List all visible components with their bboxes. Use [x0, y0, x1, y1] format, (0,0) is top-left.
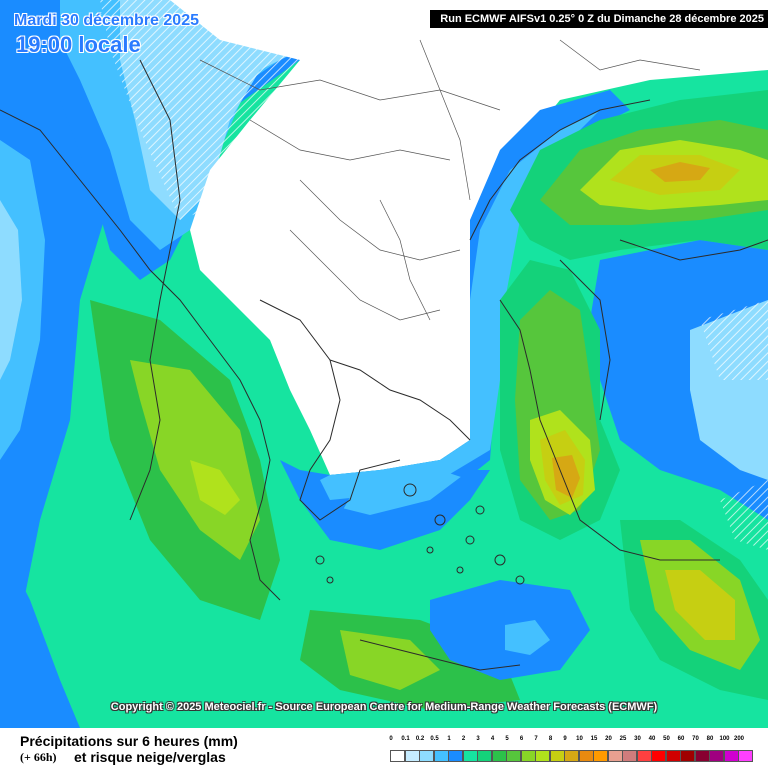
forecast-lead-time: (+ 66h)	[20, 750, 57, 764]
snow-risk-hatch-northwest	[100, 0, 440, 220]
legend-footer: Précipitations sur 6 heures (mm) (+ 66h)…	[0, 728, 768, 768]
precip-zone-southwest-blue	[0, 540, 80, 728]
scale-swatch	[651, 750, 666, 762]
scale-label: 20	[605, 736, 612, 742]
scale-swatch	[593, 750, 608, 762]
scale-swatch	[680, 750, 695, 762]
scale-label: 15	[590, 736, 598, 742]
scale-label: 7	[534, 736, 538, 742]
dry-zone	[170, 0, 768, 475]
scale-swatch	[622, 750, 637, 762]
country-borders	[199, 39, 701, 321]
scale-swatch	[433, 750, 449, 762]
scale-label: 80	[706, 736, 714, 742]
forecast-time: 19:00 locale	[16, 32, 141, 57]
scale-swatch	[607, 750, 623, 762]
scale-swatch	[506, 750, 521, 762]
scale-label: 8	[548, 736, 553, 742]
scale-swatch	[535, 750, 550, 762]
scale-swatch	[549, 750, 565, 762]
precipitation-map	[0, 0, 768, 728]
scale-swatch	[390, 750, 405, 762]
precip-zone-north-orange	[650, 162, 710, 182]
model-run-label: Run ECMWF AIFSv1 0.25° 0 Z du Dimanche 2…	[430, 10, 768, 28]
scale-label: 9	[563, 736, 567, 742]
scale-label: 0.1	[401, 736, 410, 742]
scale-swatch	[564, 750, 579, 762]
forecast-date: Mardi 30 décembre 2025	[14, 12, 199, 29]
snow-risk-hatch-east	[700, 300, 768, 380]
scale-swatch	[448, 750, 463, 762]
copyright-notice: Copyright © 2025 Meteociel.fr - Source E…	[110, 701, 658, 713]
snow-risk-hatch-southeast	[720, 480, 768, 550]
scale-label: 25	[619, 736, 627, 742]
color-scale: 0 0.1 0.2 0.5 1 2 3 4 5 6 7 8 9 10 15 20 25 30 40 50 60 70 80 1…	[389, 736, 753, 764]
coastlines	[0, 59, 768, 671]
scale-label: 1	[447, 736, 451, 742]
scale-label: 4	[490, 736, 495, 742]
scale-label: 2	[461, 736, 466, 742]
islands	[315, 483, 525, 585]
scale-label: 0.2	[415, 736, 425, 742]
scale-label: 40	[648, 736, 656, 742]
scale-label: 30	[634, 736, 641, 742]
precip-zone-aegean-blue	[300, 470, 490, 550]
precip-zone-ionian-yellow	[190, 460, 240, 515]
legend-title: Précipitations sur 6 heures (mm)	[20, 733, 238, 749]
scale-label: 200	[733, 736, 745, 742]
scale-swatch	[709, 750, 724, 762]
scale-label: 100	[719, 736, 730, 742]
scale-swatch	[738, 750, 753, 762]
scale-swatch	[404, 750, 420, 762]
scale-swatch	[723, 750, 739, 762]
scale-label: 0.5	[430, 736, 439, 742]
scale-label: 5	[505, 736, 509, 742]
scale-swatch	[636, 750, 652, 762]
precip-zone-anatolia-coast-orange	[552, 455, 580, 498]
scale-swatch	[477, 750, 492, 762]
scale-label: 3	[476, 736, 480, 742]
scale-label: 0	[389, 736, 393, 742]
scale-label: 6	[519, 736, 524, 742]
scale-label: 10	[576, 736, 583, 742]
precip-zone-aegean-lightblue	[340, 470, 470, 520]
precip-zone-south-aegean-lightblue	[505, 620, 550, 655]
precip-zone-crete-lime	[340, 630, 440, 690]
scale-label: 70	[692, 736, 699, 742]
scale-swatch	[520, 750, 536, 762]
scale-label: 50	[663, 736, 670, 742]
precip-zone-west-paleblue	[0, 200, 22, 380]
scale-swatch	[694, 750, 710, 762]
legend-subtitle: et risque neige/verglas	[74, 749, 226, 765]
scale-swatch	[462, 750, 478, 762]
scale-swatch	[419, 750, 434, 762]
scale-swatch	[578, 750, 594, 762]
scale-label: 60	[677, 736, 685, 742]
scale-swatch	[665, 750, 681, 762]
scale-swatch	[491, 750, 507, 762]
precip-zone-southeast-yellow	[665, 570, 735, 640]
